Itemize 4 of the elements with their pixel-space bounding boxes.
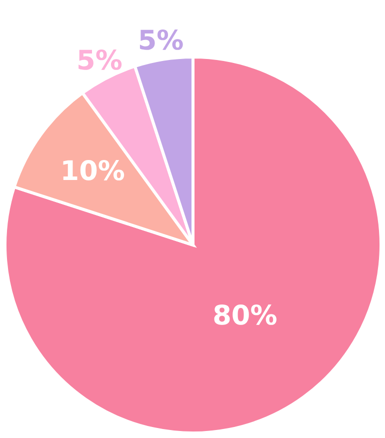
data-label: 5% xyxy=(138,26,184,57)
data-label: 5% xyxy=(76,45,122,76)
data-label: 80% xyxy=(212,300,278,332)
data-label: 10% xyxy=(60,156,125,188)
